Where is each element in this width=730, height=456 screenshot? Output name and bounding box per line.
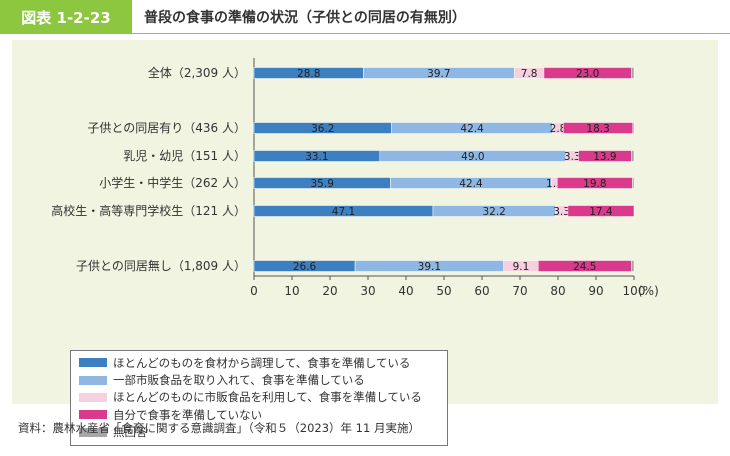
source-note: 資料：農林水産省「食育に関する意識調査」（令和５（2023）年 11 月実施） bbox=[18, 421, 420, 435]
legend-item: 無回答 bbox=[79, 424, 447, 441]
data-label: 32.2 bbox=[482, 206, 505, 218]
legend-label: ほとんどのものを食材から調理して、食事を準備している bbox=[113, 355, 411, 370]
data-label: 23.0 bbox=[576, 68, 599, 80]
x-tick-label: 20 bbox=[322, 284, 337, 298]
data-label: 13.9 bbox=[593, 151, 616, 163]
x-tick-label: 80 bbox=[550, 284, 565, 298]
bar-segment bbox=[632, 122, 635, 134]
legend-item: ほとんどのものに市販食品を利用して、食事を準備している bbox=[79, 389, 447, 406]
data-label: 28.8 bbox=[297, 68, 320, 80]
bar-segment bbox=[567, 205, 635, 217]
legend-item: 自分で食事を準備していない bbox=[79, 406, 447, 423]
x-tick-label: 40 bbox=[398, 284, 413, 298]
legend-item: ほとんどのものを食材から調理して、食事を準備している bbox=[79, 354, 447, 371]
legend-label: 無回答 bbox=[113, 425, 148, 440]
bar-segment bbox=[632, 177, 635, 189]
legend-item: 一部市販食品を取り入れて、食事を準備している bbox=[79, 371, 447, 388]
data-label: 33.1 bbox=[305, 151, 328, 163]
data-label: 42.4 bbox=[459, 178, 483, 190]
legend-swatch bbox=[79, 375, 107, 385]
data-label: 19.8 bbox=[583, 178, 606, 190]
data-label: 49.0 bbox=[461, 151, 484, 163]
bar-segment bbox=[631, 67, 635, 79]
legend-label: 一部市販食品を取り入れて、食事を準備している bbox=[113, 373, 365, 388]
x-tick-label: 10 bbox=[284, 284, 299, 298]
data-label: 39.1 bbox=[418, 261, 441, 273]
x-tick-label: 50 bbox=[436, 284, 451, 298]
header-divider bbox=[132, 33, 730, 34]
chart-panel: 全体（2,309 人） 28.8 39.7 7.8 23.0 子供との同居有り（436 人… bbox=[12, 40, 718, 446]
stacked-bar-chart: 全体（2,309 人） 28.8 39.7 7.8 23.0 子供との同居有り（436 人… bbox=[51, 58, 659, 298]
data-label: 35.9 bbox=[311, 178, 334, 190]
data-label: 18.3 bbox=[586, 123, 609, 135]
data-label: 7.8 bbox=[521, 68, 538, 80]
category-label: 高校生・高等専門学校生（121 人） bbox=[51, 203, 246, 218]
bar-segment bbox=[631, 260, 635, 272]
data-label: 36.2 bbox=[311, 123, 334, 135]
legend: ほとんどのものを食材から調理して、食事を準備している 一部市販食品を取り入れて、食… bbox=[70, 350, 448, 446]
data-label: 24.5 bbox=[573, 261, 596, 273]
legend-swatch bbox=[79, 358, 107, 368]
data-label: 3.3 bbox=[553, 206, 570, 218]
data-label: 47.1 bbox=[332, 206, 355, 218]
legend-label: ほとんどのものに市販食品を利用して、食事を準備している bbox=[113, 390, 422, 405]
x-axis-unit: (%) bbox=[638, 284, 659, 298]
data-label: 26.6 bbox=[293, 261, 317, 273]
data-label: 9.1 bbox=[513, 261, 530, 273]
x-tick-label: 100 bbox=[623, 284, 646, 298]
legend-swatch bbox=[79, 427, 107, 437]
legend-swatch bbox=[79, 392, 107, 402]
legend-swatch bbox=[79, 410, 107, 420]
x-tick-label: 90 bbox=[588, 284, 603, 298]
data-label: 17.4 bbox=[589, 206, 613, 218]
data-label: 42.4 bbox=[460, 123, 484, 135]
data-label: 3.3 bbox=[564, 151, 581, 163]
header: 図表 1-2-23 普段の食事の準備の状況（子供との同居の有無別） bbox=[0, 0, 730, 34]
data-label: 39.7 bbox=[427, 68, 450, 80]
x-tick-label: 60 bbox=[474, 284, 489, 298]
category-label: 小学生・中学生（262 人） bbox=[99, 175, 246, 190]
bar-segment bbox=[631, 150, 635, 162]
legend-label: 自分で食事を準備していない bbox=[113, 407, 263, 422]
category-label: 乳児・幼児（151 人） bbox=[123, 149, 246, 163]
data-label: 2.8 bbox=[550, 123, 567, 135]
category-label: 子供との同居有り（436 人） bbox=[87, 121, 246, 135]
category-label: 子供との同居無し（1,809 人） bbox=[76, 258, 246, 273]
x-tick-label: 0 bbox=[250, 284, 258, 298]
figure-number-badge: 図表 1-2-23 bbox=[0, 0, 132, 34]
x-tick-label: 30 bbox=[360, 284, 375, 298]
x-tick-label: 70 bbox=[512, 284, 527, 298]
category-label: 全体（2,309 人） bbox=[148, 65, 246, 80]
chart-title: 普段の食事の準備の状況（子供との同居の有無別） bbox=[144, 10, 466, 26]
